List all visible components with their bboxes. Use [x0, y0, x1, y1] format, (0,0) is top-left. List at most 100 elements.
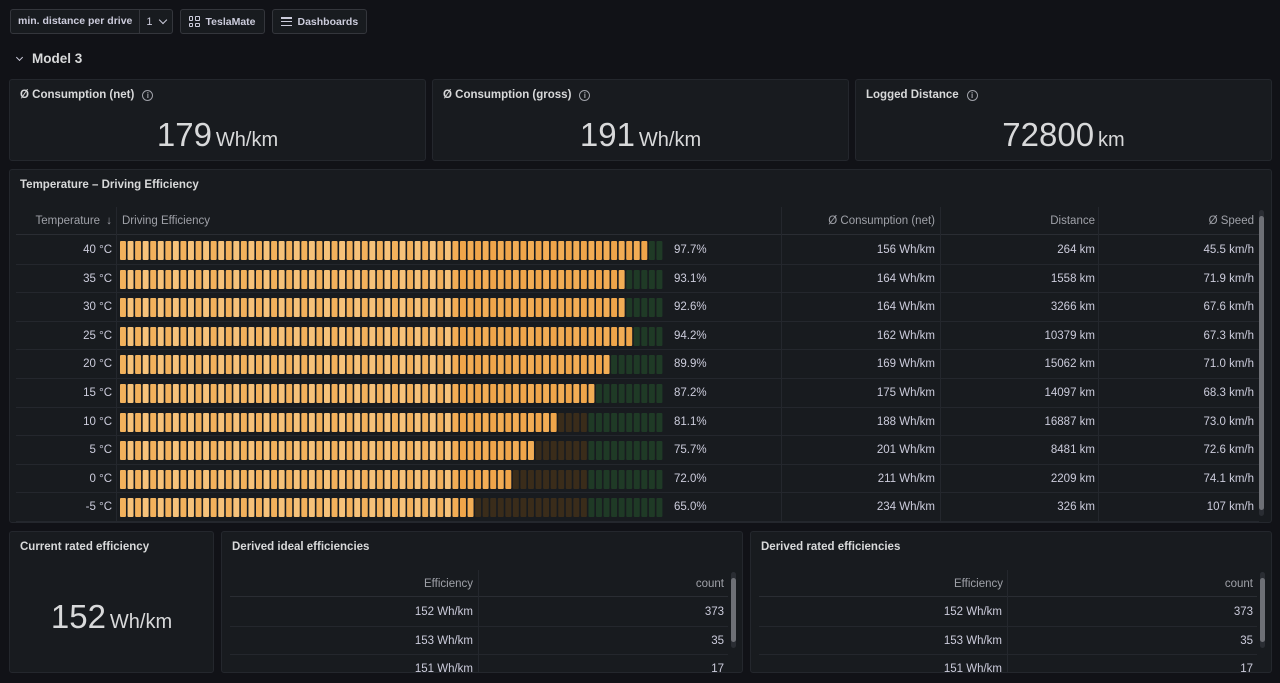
gauge-segment-filled	[233, 298, 240, 318]
column-divider	[1098, 207, 1099, 522]
gauge-segment-filled	[422, 384, 429, 403]
cell-distance: 16887 km	[1044, 415, 1095, 428]
gauge-segment-filled	[263, 241, 270, 260]
cell-temperature: 30 °C	[83, 301, 112, 314]
gauge-segment-filled	[248, 269, 255, 289]
dashboards-link-button[interactable]: Dashboards	[271, 9, 368, 34]
gauge-segment-filled	[165, 326, 172, 346]
gauge-segment-filled	[188, 326, 194, 346]
gauge-segment-filled	[558, 384, 565, 403]
gauge-segment-filled	[422, 326, 429, 346]
gauge-segment-filled	[172, 412, 179, 432]
gauge-segment-filled	[475, 469, 482, 489]
gauge-segment-filled	[210, 298, 217, 318]
th-efficiency[interactable]: Efficiency	[423, 578, 473, 590]
gauge-segment-filled	[233, 412, 240, 432]
th-count[interactable]: count	[695, 578, 724, 590]
variable-select[interactable]: 1	[140, 10, 171, 33]
gauge-segment-empty	[565, 469, 572, 489]
gauge-segment-filled	[452, 241, 459, 260]
gauge-segment-filled	[475, 241, 482, 260]
gauge-segment-filled	[301, 412, 308, 432]
th-distance[interactable]: Distance	[1050, 215, 1095, 227]
gauge-segment-filled	[271, 269, 278, 289]
gauge-segment-filled	[248, 441, 255, 461]
info-icon[interactable]: i	[142, 89, 154, 101]
gauge-segment-empty	[656, 298, 663, 318]
gauge-segment-filled	[233, 384, 240, 403]
th-count[interactable]: count	[1224, 578, 1253, 590]
gauge-segment-filled	[331, 298, 338, 318]
bars-icon	[280, 17, 292, 26]
table-scrollbar[interactable]	[1260, 572, 1265, 648]
panel-title-text: Logged Distance	[866, 89, 959, 101]
gauge-segment-filled	[218, 498, 225, 518]
th-consumption[interactable]: Ø Consumption (net)	[828, 215, 935, 227]
gauge-segment-empty	[626, 298, 633, 318]
th-driving-efficiency[interactable]: Driving Efficiency	[122, 215, 210, 227]
gauge-segment-filled	[482, 384, 489, 403]
gauge-segment-filled	[512, 326, 519, 346]
gauge-segment-filled	[301, 355, 308, 375]
gauge-segment-filled	[240, 498, 247, 518]
info-icon[interactable]: i	[966, 89, 978, 101]
gauge-segment-filled	[535, 384, 542, 403]
th-efficiency[interactable]: Efficiency	[953, 578, 1003, 590]
info-icon[interactable]: i	[579, 89, 591, 101]
cell-efficiency-value: 87.2%	[674, 387, 707, 399]
gauge-segment-filled	[361, 412, 368, 432]
gauge-segment-filled	[240, 412, 247, 432]
gauge-segment-filled	[346, 355, 353, 375]
gauge-segment-empty	[573, 498, 580, 518]
gauge-segment-filled	[422, 298, 429, 318]
gauge-segment-filled	[188, 469, 194, 489]
gauge-segment-filled	[467, 241, 474, 260]
scrollbar-thumb[interactable]	[1259, 216, 1264, 510]
gauge-segment-filled	[127, 441, 134, 461]
gauge-segment-filled	[444, 241, 451, 260]
gauge-segment-filled	[573, 241, 580, 260]
gauge-segment-filled	[248, 355, 255, 375]
row-toggle[interactable]: Model 3	[14, 51, 82, 66]
gauge-segment-filled	[414, 326, 421, 346]
cell-speed: 45.5 km/h	[1203, 244, 1255, 256]
gauge-segment-filled	[324, 269, 330, 289]
gauge-segment-filled	[392, 498, 398, 518]
gauge-segment-filled	[444, 326, 451, 346]
gauge-segment-filled	[437, 269, 444, 289]
gauge-segment-filled	[339, 441, 346, 461]
gauge-segment-empty	[648, 384, 655, 403]
gauge-segment-filled	[392, 298, 398, 318]
gauge-segment-empty	[656, 384, 663, 403]
gauge-segment-filled	[240, 469, 247, 489]
gauge-segment-filled	[354, 441, 361, 461]
cell-efficiency-value: 97.7%	[674, 244, 707, 256]
gauge-segment-filled	[218, 355, 225, 375]
gauge-segment-filled	[150, 269, 157, 289]
gauge-segment-filled	[558, 298, 565, 318]
efficiency-gauge	[120, 241, 664, 260]
gauge-segment-filled	[437, 241, 444, 260]
table-scrollbar[interactable]	[1259, 210, 1264, 516]
teslamate-link-button[interactable]: TeslaMate	[179, 9, 265, 34]
gauge-segment-empty	[520, 469, 527, 489]
gauge-segment-filled	[543, 412, 550, 432]
gauge-segment-filled	[369, 326, 376, 346]
gauge-segment-filled	[195, 298, 202, 318]
gauge-segment-filled	[429, 384, 436, 403]
table-scrollbar[interactable]	[731, 572, 736, 648]
table-row: 152 Wh/km 373	[230, 598, 728, 627]
cell-temperature: 40 °C	[83, 244, 112, 256]
th-temperature[interactable]: Temperature ↓	[16, 207, 112, 235]
gauge-segment-filled	[293, 498, 300, 518]
scrollbar-thumb[interactable]	[731, 578, 736, 642]
scrollbar-thumb[interactable]	[1260, 578, 1265, 642]
gauge-segment-filled	[278, 355, 285, 375]
gauge-segment-filled	[142, 498, 149, 518]
cell-speed: 68.3 km/h	[1203, 387, 1255, 399]
gauge-segment-empty	[626, 498, 633, 518]
gauge-segment-filled	[543, 326, 550, 346]
th-speed[interactable]: Ø Speed	[1208, 215, 1254, 227]
gauge-segment-filled	[346, 326, 353, 346]
gauge-segment-empty	[648, 355, 655, 375]
